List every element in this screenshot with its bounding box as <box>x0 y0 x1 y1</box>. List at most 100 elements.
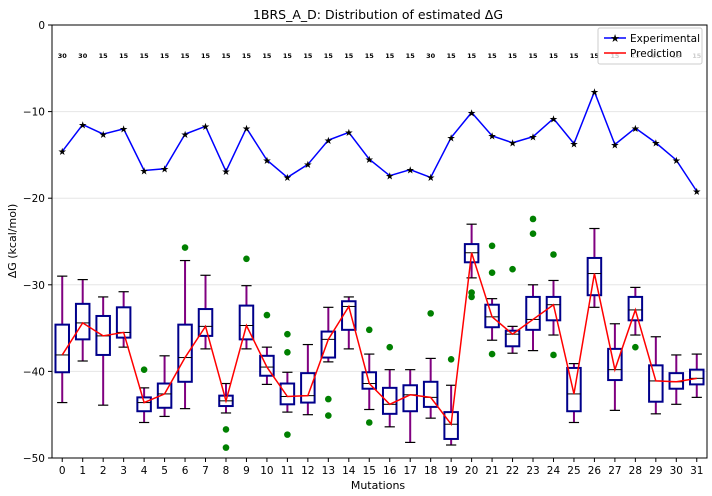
experimental-point: ★ <box>58 147 67 158</box>
experimental-point: ★ <box>529 133 538 144</box>
outlier-point <box>632 343 639 351</box>
x-tick-label: 21 <box>485 465 498 477</box>
experimental-point: ★ <box>222 167 231 178</box>
experimental-point: ★ <box>365 155 374 166</box>
count-label: 15 <box>324 52 334 60</box>
box-plots <box>54 215 705 451</box>
experimental-point: ★ <box>651 139 660 150</box>
count-label: 15 <box>385 52 395 60</box>
box-body <box>238 304 255 341</box>
box-body <box>136 396 152 413</box>
box-body <box>300 372 316 404</box>
outlier-point <box>325 395 332 403</box>
count-label: 15 <box>488 52 498 60</box>
outlier-point <box>181 244 189 251</box>
experimental-point: ★ <box>508 139 517 150</box>
plot-frame <box>51 24 708 459</box>
box-20 <box>463 223 480 301</box>
box-body <box>74 302 91 341</box>
count-label: 15 <box>406 52 416 60</box>
experimental-point: ★ <box>590 87 599 98</box>
box-0 <box>54 275 70 404</box>
count-label: 15 <box>283 52 293 60</box>
x-tick-label: 4 <box>141 465 148 477</box>
box-body <box>381 386 398 415</box>
outlier-point <box>550 251 557 258</box>
x-tick-label: 0 <box>59 465 66 477</box>
box-30 <box>668 354 685 405</box>
y-axis-label: ΔG (kcal/mol) <box>6 204 19 279</box>
outlier-point <box>140 366 148 373</box>
experimental-point: ★ <box>385 171 394 182</box>
y-tick-label: −30 <box>23 280 45 292</box>
count-label: 30 <box>426 52 436 60</box>
experimental-point: ★ <box>467 108 476 119</box>
y-tick-label: 0 <box>38 20 45 32</box>
count-label: 15 <box>119 52 129 60</box>
outlier-point <box>284 330 291 338</box>
count-label: 15 <box>99 52 109 60</box>
experimental-point: ★ <box>78 120 87 131</box>
experimental-point: ★ <box>610 140 619 151</box>
chart-title: 1BRS_A_D: Distribution of estimated ΔG <box>253 7 503 22</box>
x-tick-label: 16 <box>383 465 397 477</box>
x-tick-label: 7 <box>202 465 209 477</box>
outlier-point <box>284 349 291 356</box>
legend-experimental-marker: ★ <box>610 32 620 45</box>
y-tick-label: −40 <box>23 366 45 378</box>
count-label: 15 <box>569 52 579 60</box>
x-tick-label: 24 <box>547 465 561 477</box>
experimental-point: ★ <box>283 173 292 184</box>
box-12 <box>300 343 316 416</box>
box-7 <box>197 274 214 350</box>
experimental-point: ★ <box>140 166 149 177</box>
outlier-point <box>386 343 394 351</box>
box-3 <box>115 291 132 348</box>
box-13 <box>320 306 337 419</box>
box-body <box>443 411 459 440</box>
outlier-point <box>263 311 271 319</box>
box-body <box>361 371 378 390</box>
count-label: 30 <box>78 52 88 60</box>
box-body <box>402 384 418 413</box>
box-22 <box>504 265 521 354</box>
box-body <box>341 300 357 331</box>
box-body <box>484 303 500 329</box>
box-16 <box>381 343 398 428</box>
count-label: 15 <box>365 52 375 60</box>
experimental-point: ★ <box>488 132 497 143</box>
outlier-point <box>222 426 230 433</box>
experimental-point: ★ <box>426 173 435 184</box>
legend-experimental-label: Experimental <box>630 33 700 45</box>
box-body <box>115 306 132 339</box>
x-tick-label: 14 <box>342 465 356 477</box>
outlier-point <box>509 265 516 273</box>
grid <box>52 111 707 372</box>
legend-prediction-label: Prediction <box>630 48 682 60</box>
outlier-point <box>427 310 434 317</box>
x-tick-label: 20 <box>465 465 478 477</box>
count-label: 15 <box>344 52 354 60</box>
x-tick-label: 29 <box>649 465 662 477</box>
box-8 <box>218 382 234 451</box>
outlier-point <box>284 431 291 438</box>
count-label: 15 <box>181 52 191 60</box>
count-label: 15 <box>467 52 477 60</box>
x-tick-label: 8 <box>223 465 230 477</box>
box-23 <box>525 215 541 352</box>
experimental-point: ★ <box>119 125 128 136</box>
outlier-point <box>243 255 250 263</box>
count-label: 15 <box>262 52 272 60</box>
x-tick-label: 10 <box>260 465 273 477</box>
box-28 <box>627 286 644 351</box>
outlier-point <box>447 355 455 363</box>
outlier-point <box>222 444 230 451</box>
box-body <box>627 295 644 322</box>
prediction-line <box>61 252 697 427</box>
box-body <box>545 295 562 322</box>
outlier-point <box>529 230 537 238</box>
box-11 <box>279 330 296 438</box>
experimental-point: ★ <box>344 128 353 139</box>
axes: 0−10−20−30−40−500 1 2 3 4 5 6 7 8 9 10 11 12 13 14 15 16… <box>23 20 708 477</box>
x-tick-label: 13 <box>322 465 335 477</box>
